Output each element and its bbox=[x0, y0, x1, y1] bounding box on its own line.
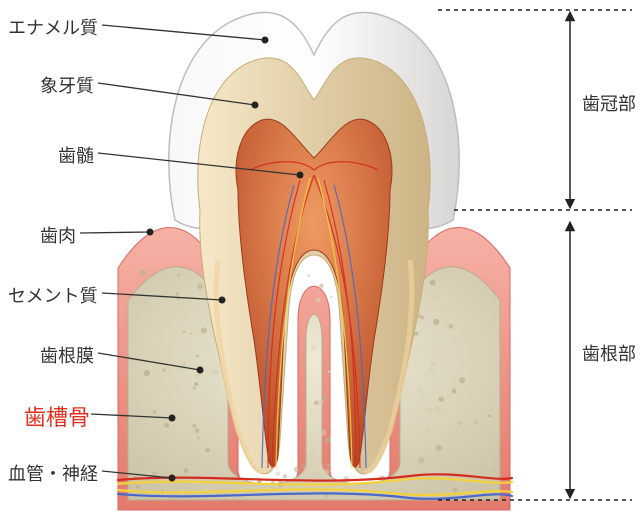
label-crown-region: 歯冠部 bbox=[582, 90, 636, 116]
label-dentin: 象牙質 bbox=[40, 72, 94, 98]
label-pulp: 歯髄 bbox=[58, 142, 94, 168]
label-alveolar: 歯槽骨 bbox=[24, 400, 90, 432]
diagram-svg bbox=[0, 0, 640, 518]
label-enamel: エナメル質 bbox=[8, 14, 98, 40]
label-periodont: 歯根膜 bbox=[40, 342, 94, 368]
label-cementum: セメント質 bbox=[8, 282, 98, 308]
label-root-region: 歯根部 bbox=[582, 340, 636, 366]
label-gum: 歯肉 bbox=[40, 222, 76, 248]
label-vessels: 血管・神経 bbox=[8, 460, 98, 486]
tooth-anatomy-diagram: エナメル質象牙質歯髄歯肉セメント質歯根膜歯槽骨血管・神経 歯冠部歯根部 bbox=[0, 0, 640, 518]
